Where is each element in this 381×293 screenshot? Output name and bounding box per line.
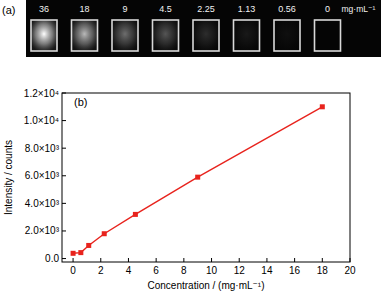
sample-well (153, 20, 179, 51)
sample-well (31, 20, 57, 51)
x-axis-title: Concentration / (mg·mL⁻¹) (148, 280, 265, 291)
concentration-label: 0.56 (278, 4, 296, 14)
concentration-label: 1.13 (238, 4, 256, 14)
x-tick-label: 6 (153, 265, 159, 276)
y-tick-label: 1.2×10⁴ (24, 88, 59, 99)
y-tick (62, 175, 66, 176)
sample-well (274, 20, 300, 51)
sample-well (112, 20, 138, 51)
x-tick (322, 258, 323, 262)
x-tick-label: 14 (261, 265, 273, 276)
data-point (78, 250, 83, 255)
data-point (86, 243, 91, 248)
panel-label: (b) (74, 96, 87, 108)
x-tick (350, 258, 351, 262)
x-tick-label: 16 (289, 265, 301, 276)
data-point (320, 104, 325, 109)
sample-well (315, 20, 341, 51)
x-tick-label: 18 (317, 265, 329, 276)
x-tick (239, 258, 240, 262)
x-tick (266, 258, 267, 262)
y-tick-label: 4.0×10³ (25, 198, 60, 209)
concentration-label: 36 (39, 4, 49, 14)
y-tick-label: 0.0 (45, 253, 59, 264)
unit-label: mg·mL⁻¹ (342, 4, 376, 14)
x-tick-label: 20 (344, 265, 356, 276)
data-point (195, 175, 200, 180)
concentration-label: 9 (122, 4, 127, 14)
x-tick-label: 12 (234, 265, 246, 276)
sample-well (234, 20, 260, 51)
data-point (102, 231, 107, 236)
y-tick (62, 203, 66, 204)
y-axis-title: Intensity / counts (3, 140, 14, 215)
concentration-label: 0 (325, 4, 330, 14)
concentration-label: 18 (79, 4, 89, 14)
x-tick (156, 258, 157, 262)
y-tick (62, 120, 66, 121)
plot-frame (62, 93, 350, 262)
sample-well (72, 20, 98, 51)
sample-well (193, 20, 219, 51)
x-tick (128, 258, 129, 262)
y-tick (62, 230, 66, 231)
x-tick-label: 0 (70, 265, 76, 276)
y-tick (62, 258, 66, 259)
x-tick (183, 258, 184, 262)
data-point (71, 251, 76, 256)
concentration-label: 2.25 (197, 4, 215, 14)
image-strip (26, 0, 381, 57)
x-tick-label: 10 (206, 265, 218, 276)
x-tick (294, 258, 295, 262)
panel-label: (a) (2, 4, 15, 16)
x-tick-label: 8 (181, 265, 187, 276)
data-point (133, 212, 138, 217)
x-tick-label: 4 (126, 265, 132, 276)
y-tick-label: 6.0×10³ (25, 170, 60, 181)
concentration-label: 4.5 (159, 4, 172, 14)
data-line (73, 107, 322, 254)
y-tick (62, 93, 66, 94)
y-tick-label: 8.0×10³ (25, 143, 60, 154)
x-tick-label: 2 (98, 265, 104, 276)
x-tick (100, 258, 101, 262)
x-tick (211, 258, 212, 262)
plot-area (71, 104, 325, 256)
y-tick (62, 148, 66, 149)
y-tick-label: 1.0×10⁴ (24, 115, 59, 126)
x-tick (73, 258, 74, 262)
figure: (a) 36 18 9 4.5 2.25 1.13 0.56 0 mg·mL⁻¹ 0.0 2.0×10… (0, 0, 381, 293)
y-tick-label: 2.0×10³ (25, 225, 60, 236)
